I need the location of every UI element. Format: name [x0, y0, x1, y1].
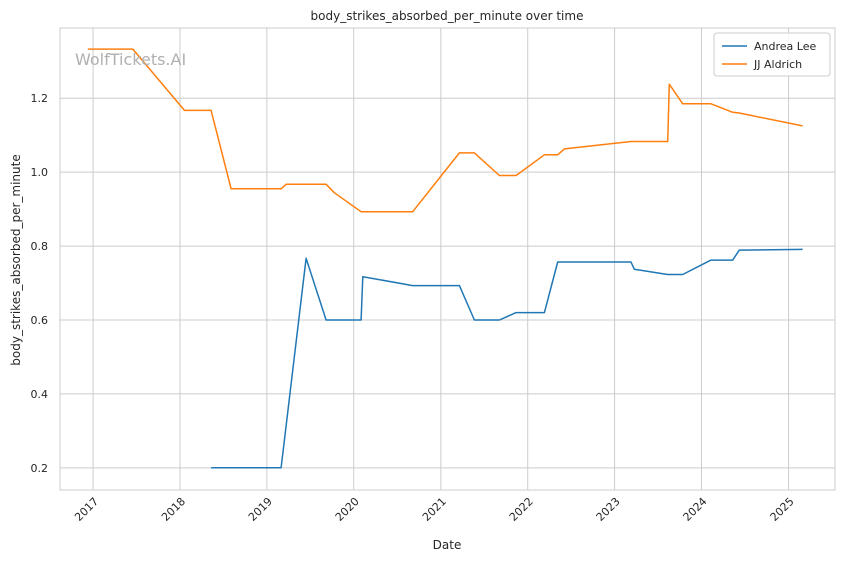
series-line-andrea-lee [211, 248, 803, 469]
x-tick-label: 2019 [246, 495, 275, 524]
x-tick-label: 2024 [681, 495, 710, 524]
y-tick-label: 1.2 [31, 92, 49, 105]
chart-title: body_strikes_absorbed_per_minute over ti… [311, 9, 584, 23]
x-tick-label: 2021 [420, 495, 449, 524]
x-tick-label: 2020 [333, 495, 362, 524]
y-tick-label: 0.8 [31, 240, 49, 253]
legend-label-jj-aldrich: JJ Aldrich [753, 58, 802, 71]
x-tick-labels: 2017 2018 2019 2020 2021 2022 2023 2024 2025 [72, 495, 796, 524]
y-tick-label: 0.6 [31, 314, 49, 327]
x-axis-label: Date [433, 538, 462, 552]
legend-box [713, 32, 831, 77]
y-tick-label: 0.2 [31, 462, 49, 475]
y-axis-label: body_strikes_absorbed_per_minute [9, 154, 23, 365]
series-layer [87, 48, 803, 469]
y-tick-label: 0.4 [31, 388, 49, 401]
grid [60, 28, 835, 490]
legend: Andrea Lee JJ Aldrich [713, 32, 831, 77]
series-line-jj-aldrich [87, 48, 803, 213]
y-tick-labels: 0.2 0.4 0.6 0.8 1.0 1.2 [31, 92, 49, 475]
x-tick-label: 2018 [159, 495, 188, 524]
legend-label-andrea-lee: Andrea Lee [754, 40, 816, 53]
x-tick-label: 2017 [72, 495, 101, 524]
x-tick-label: 2025 [768, 495, 797, 524]
plot-background [59, 27, 836, 491]
x-tick-label: 2023 [594, 495, 623, 524]
x-tick-label: 2022 [507, 495, 536, 524]
watermark: WolfTickets.AI [75, 50, 186, 69]
y-tick-label: 1.0 [31, 166, 49, 179]
